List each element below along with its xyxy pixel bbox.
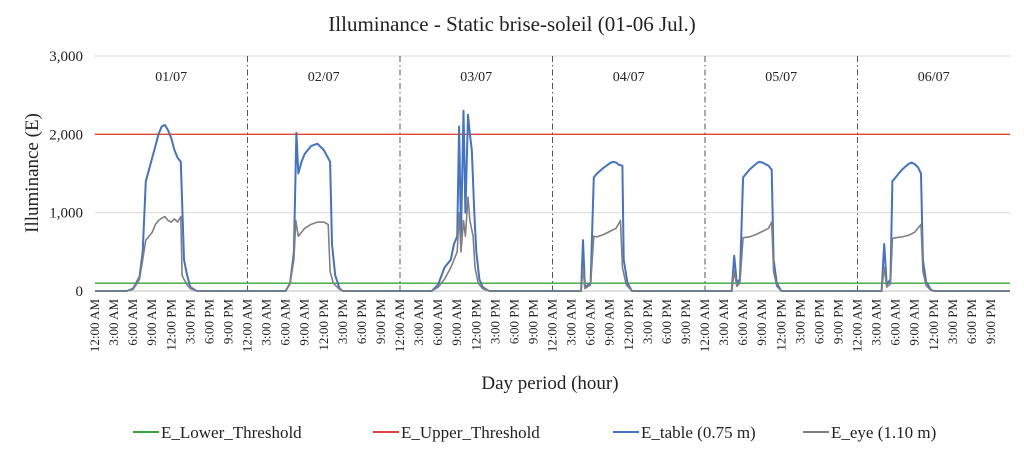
x-tick-label: 3:00 AM xyxy=(259,299,274,346)
series-line xyxy=(95,196,1010,292)
x-tick-label: 12:00 PM xyxy=(163,299,178,351)
day-label: 02/07 xyxy=(308,70,340,85)
legend-label: E_table (0.75 m) xyxy=(641,423,756,442)
x-tick-label: 12:00 AM xyxy=(697,299,712,353)
x-tick-label: 3:00 PM xyxy=(792,299,807,345)
x-tick-label: 3:00 PM xyxy=(182,299,197,345)
x-tick-label: 3:00 AM xyxy=(869,299,884,346)
x-tick-label: 12:00 AM xyxy=(240,299,255,353)
x-tick-label: 3:00 PM xyxy=(335,299,350,345)
x-tick-label: 6:00 PM xyxy=(201,299,216,345)
y-tick-label: 3,000 xyxy=(49,49,83,65)
x-tick-label: 12:00 PM xyxy=(621,299,636,351)
x-tick-label: 6:00 AM xyxy=(888,299,903,346)
x-tick-label: 6:00 AM xyxy=(735,299,750,346)
y-axis-title: Illuminance (E) xyxy=(22,113,43,233)
x-tick-label: 9:00 AM xyxy=(754,299,769,346)
y-tick-label: 1,000 xyxy=(49,206,83,222)
x-tick-label: 12:00 AM xyxy=(545,299,560,353)
x-tick-label: 6:00 AM xyxy=(430,299,445,346)
x-tick-label: 3:00 AM xyxy=(564,299,579,346)
x-tick-label: 12:00 PM xyxy=(316,299,331,351)
x-tick-label: 9:00 PM xyxy=(678,299,693,345)
x-tick-label: 9:00 PM xyxy=(525,299,540,345)
x-axis-title: Day period (hour) xyxy=(481,373,618,394)
x-tick-label: 6:00 PM xyxy=(811,299,826,345)
x-tick-label: 12:00 PM xyxy=(468,299,483,351)
x-tick-label: 9:00 AM xyxy=(602,299,617,346)
legend-label: E_Upper_Threshold xyxy=(401,423,540,442)
y-tick-label: 0 xyxy=(76,284,84,300)
x-tick-label: 9:00 AM xyxy=(907,299,922,346)
day-label: 06/07 xyxy=(918,70,950,85)
x-tick-label: 12:00 PM xyxy=(926,299,941,351)
x-tick-label: 6:00 PM xyxy=(506,299,521,345)
day-label: 04/07 xyxy=(613,70,645,85)
legend-label: E_eye (1.10 m) xyxy=(831,423,936,442)
x-tick-label: 9:00 AM xyxy=(144,299,159,346)
x-tick-label: 9:00 PM xyxy=(373,299,388,345)
day-label: 05/07 xyxy=(765,70,797,85)
y-tick-label: 2,000 xyxy=(49,127,83,143)
x-tick-label: 3:00 PM xyxy=(640,299,655,345)
x-tick-label: 9:00 PM xyxy=(983,299,998,345)
x-tick-label: 12:00 AM xyxy=(850,299,865,353)
x-tick-labels: 12:00 AM 3:00 AM 6:00 AM 9:00 AM 12:00 PM 3:0… xyxy=(87,299,998,353)
x-tick-label: 9:00 PM xyxy=(220,299,235,345)
y-tick-labels: 0 1,000 2,000 3,000 xyxy=(49,49,83,300)
x-tick-label: 6:00 AM xyxy=(278,299,293,346)
series-lines xyxy=(95,109,1010,292)
x-tick-label: 3:00 AM xyxy=(106,299,121,346)
day-labels: 01/07 02/07 03/07 04/07 05/07 06/07 xyxy=(155,70,949,85)
x-tick-label: 3:00 AM xyxy=(716,299,731,346)
x-tick-label: 12:00 AM xyxy=(87,299,102,353)
day-dividers xyxy=(247,56,858,291)
x-tick-label: 6:00 AM xyxy=(583,299,598,346)
x-tick-label: 9:00 PM xyxy=(830,299,845,345)
x-tick-label: 12:00 AM xyxy=(392,299,407,353)
legend: E_Lower_Threshold E_Upper_Threshold E_tabl… xyxy=(133,423,936,442)
x-tick-label: 3:00 PM xyxy=(487,299,502,345)
x-tick-label: 3:00 AM xyxy=(411,299,426,346)
x-tick-label: 6:00 PM xyxy=(964,299,979,345)
day-label: 01/07 xyxy=(155,70,187,85)
day-label: 03/07 xyxy=(460,70,492,85)
x-tick-label: 6:00 AM xyxy=(125,299,140,346)
chart-title: Illuminance - Static brise-soleil (01-06… xyxy=(328,12,695,36)
x-tick-label: 12:00 PM xyxy=(773,299,788,351)
x-tick-label: 3:00 PM xyxy=(945,299,960,345)
legend-label: E_Lower_Threshold xyxy=(161,423,302,442)
x-tick-label: 9:00 AM xyxy=(449,299,464,346)
x-tick-label: 9:00 AM xyxy=(297,299,312,346)
x-tick-label: 6:00 PM xyxy=(354,299,369,345)
x-tick-label: 6:00 PM xyxy=(659,299,674,345)
